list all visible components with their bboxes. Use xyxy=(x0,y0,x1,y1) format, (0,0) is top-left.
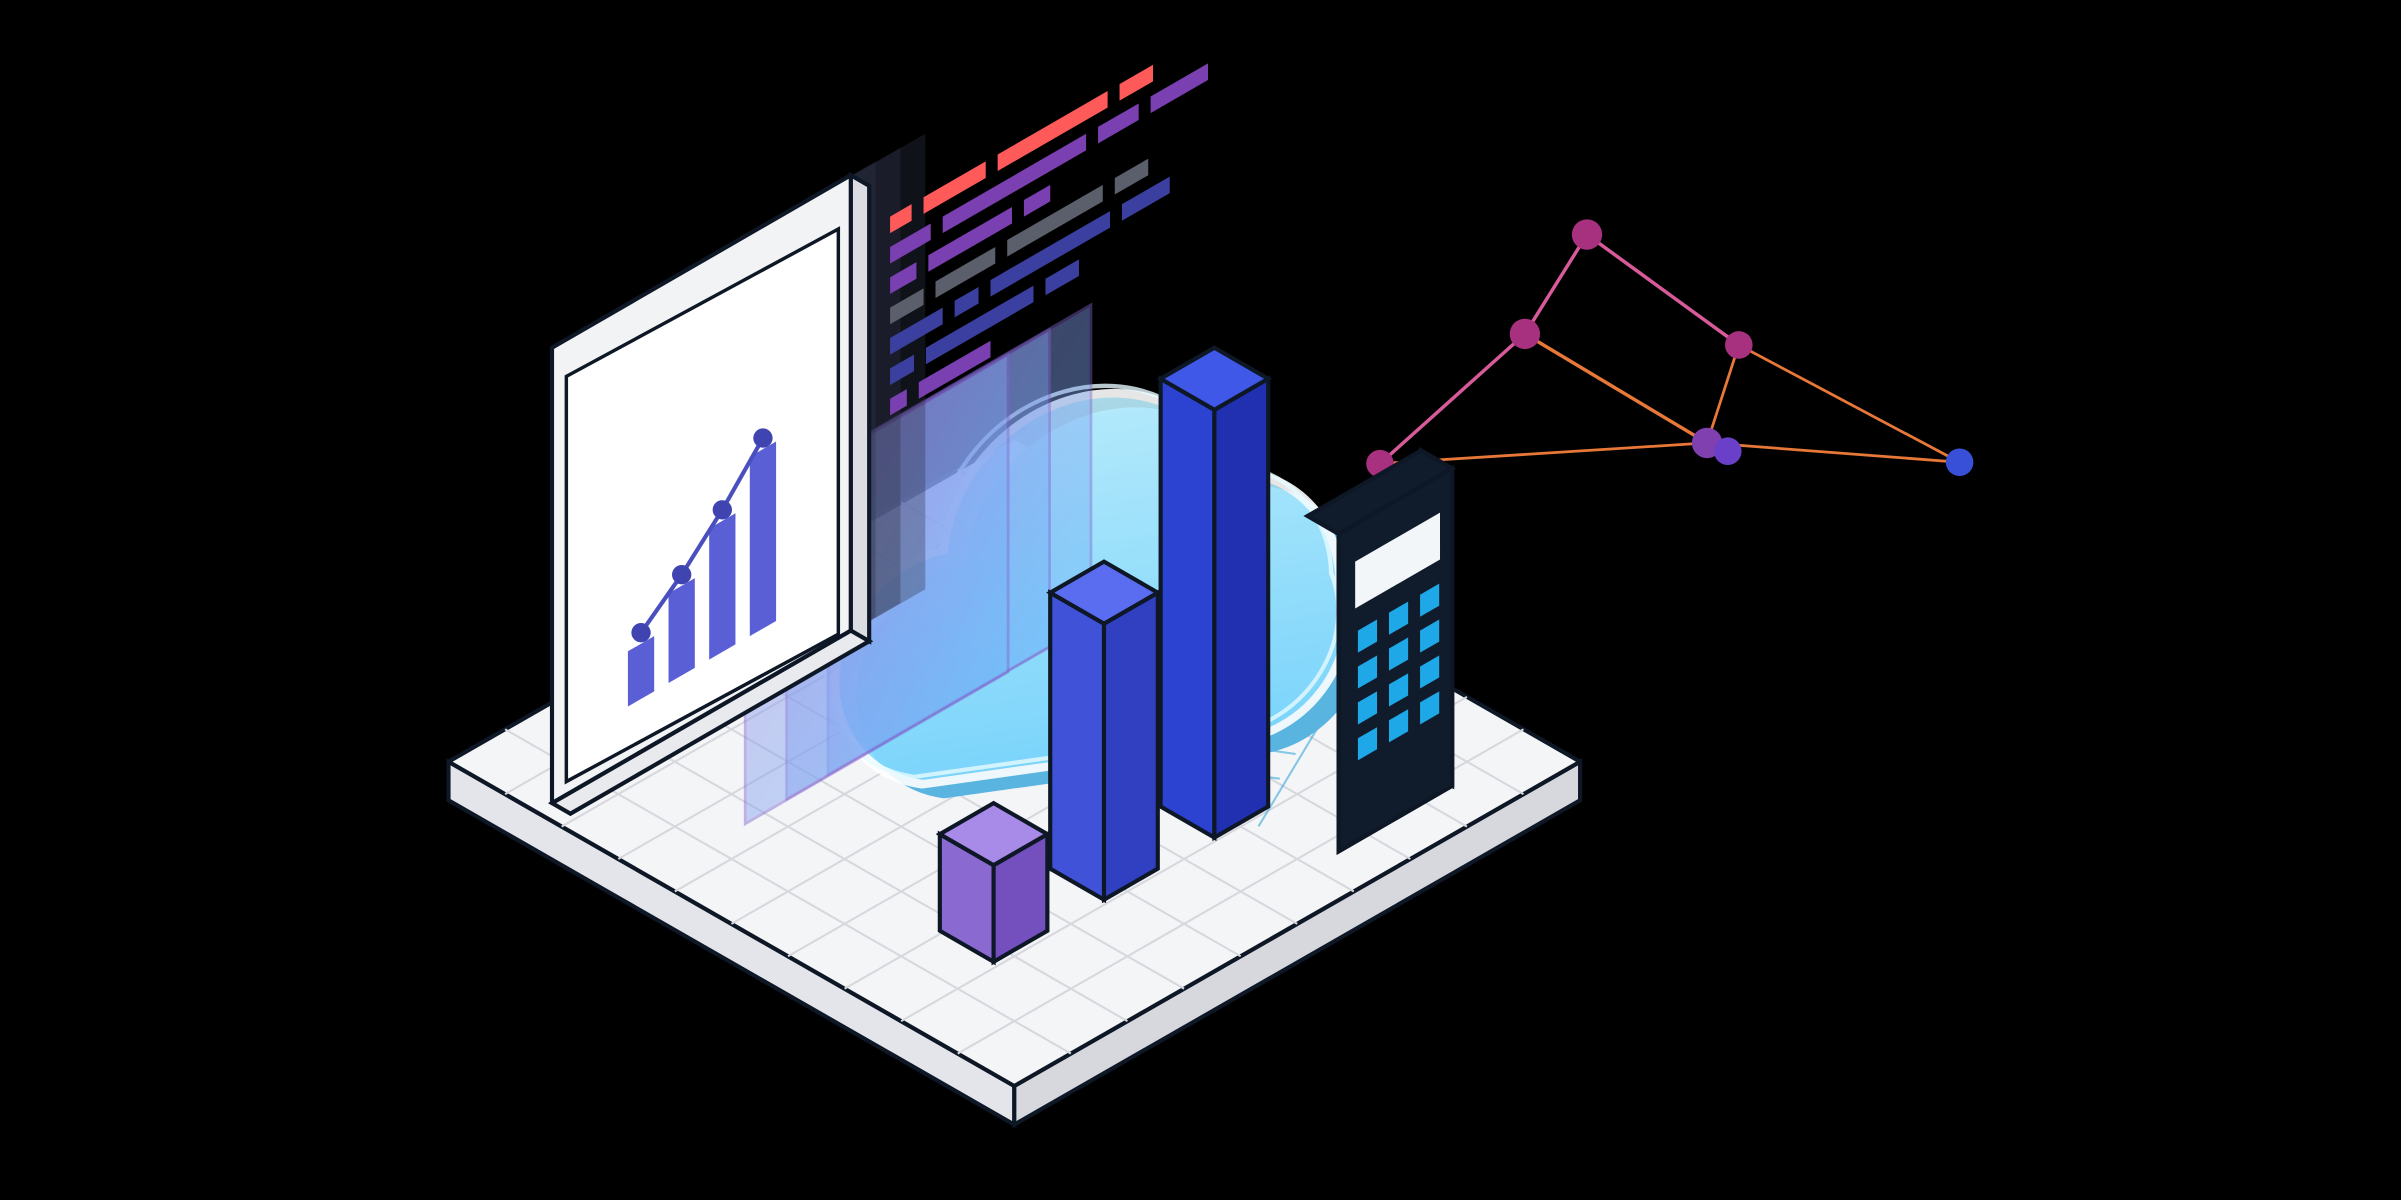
network-node xyxy=(1572,219,1602,249)
network-node xyxy=(1946,448,1974,476)
code-segment xyxy=(1120,65,1153,101)
chart-marker xyxy=(631,623,650,642)
code-segment xyxy=(955,287,979,317)
analytics-isometric-illustration xyxy=(0,0,2401,1200)
code-segment xyxy=(1045,259,1078,295)
code-segment xyxy=(1024,185,1050,217)
network-node xyxy=(1725,331,1753,359)
bar-3d xyxy=(1161,348,1269,838)
network-graph xyxy=(1366,219,1973,477)
network-edge xyxy=(1525,334,1707,443)
chart-marker xyxy=(713,500,732,519)
chart-bar xyxy=(750,442,776,637)
network-edge xyxy=(1739,345,1960,462)
network-node xyxy=(1714,437,1742,465)
bar-3d xyxy=(940,803,1048,962)
network-edge xyxy=(1587,235,1739,345)
chart-marker xyxy=(753,428,772,447)
bar-3d xyxy=(1050,562,1158,900)
network-edge xyxy=(1380,334,1525,464)
network-node xyxy=(1510,319,1540,349)
network-edge xyxy=(1525,235,1587,334)
network-edge xyxy=(1707,443,1960,462)
chart-bar xyxy=(709,513,735,659)
code-segment xyxy=(1151,63,1208,113)
chart-marker xyxy=(672,565,691,584)
code-segment xyxy=(1115,159,1148,195)
network-edge xyxy=(1707,345,1739,443)
chart-bar xyxy=(669,578,695,683)
scene-root xyxy=(449,63,1974,1124)
